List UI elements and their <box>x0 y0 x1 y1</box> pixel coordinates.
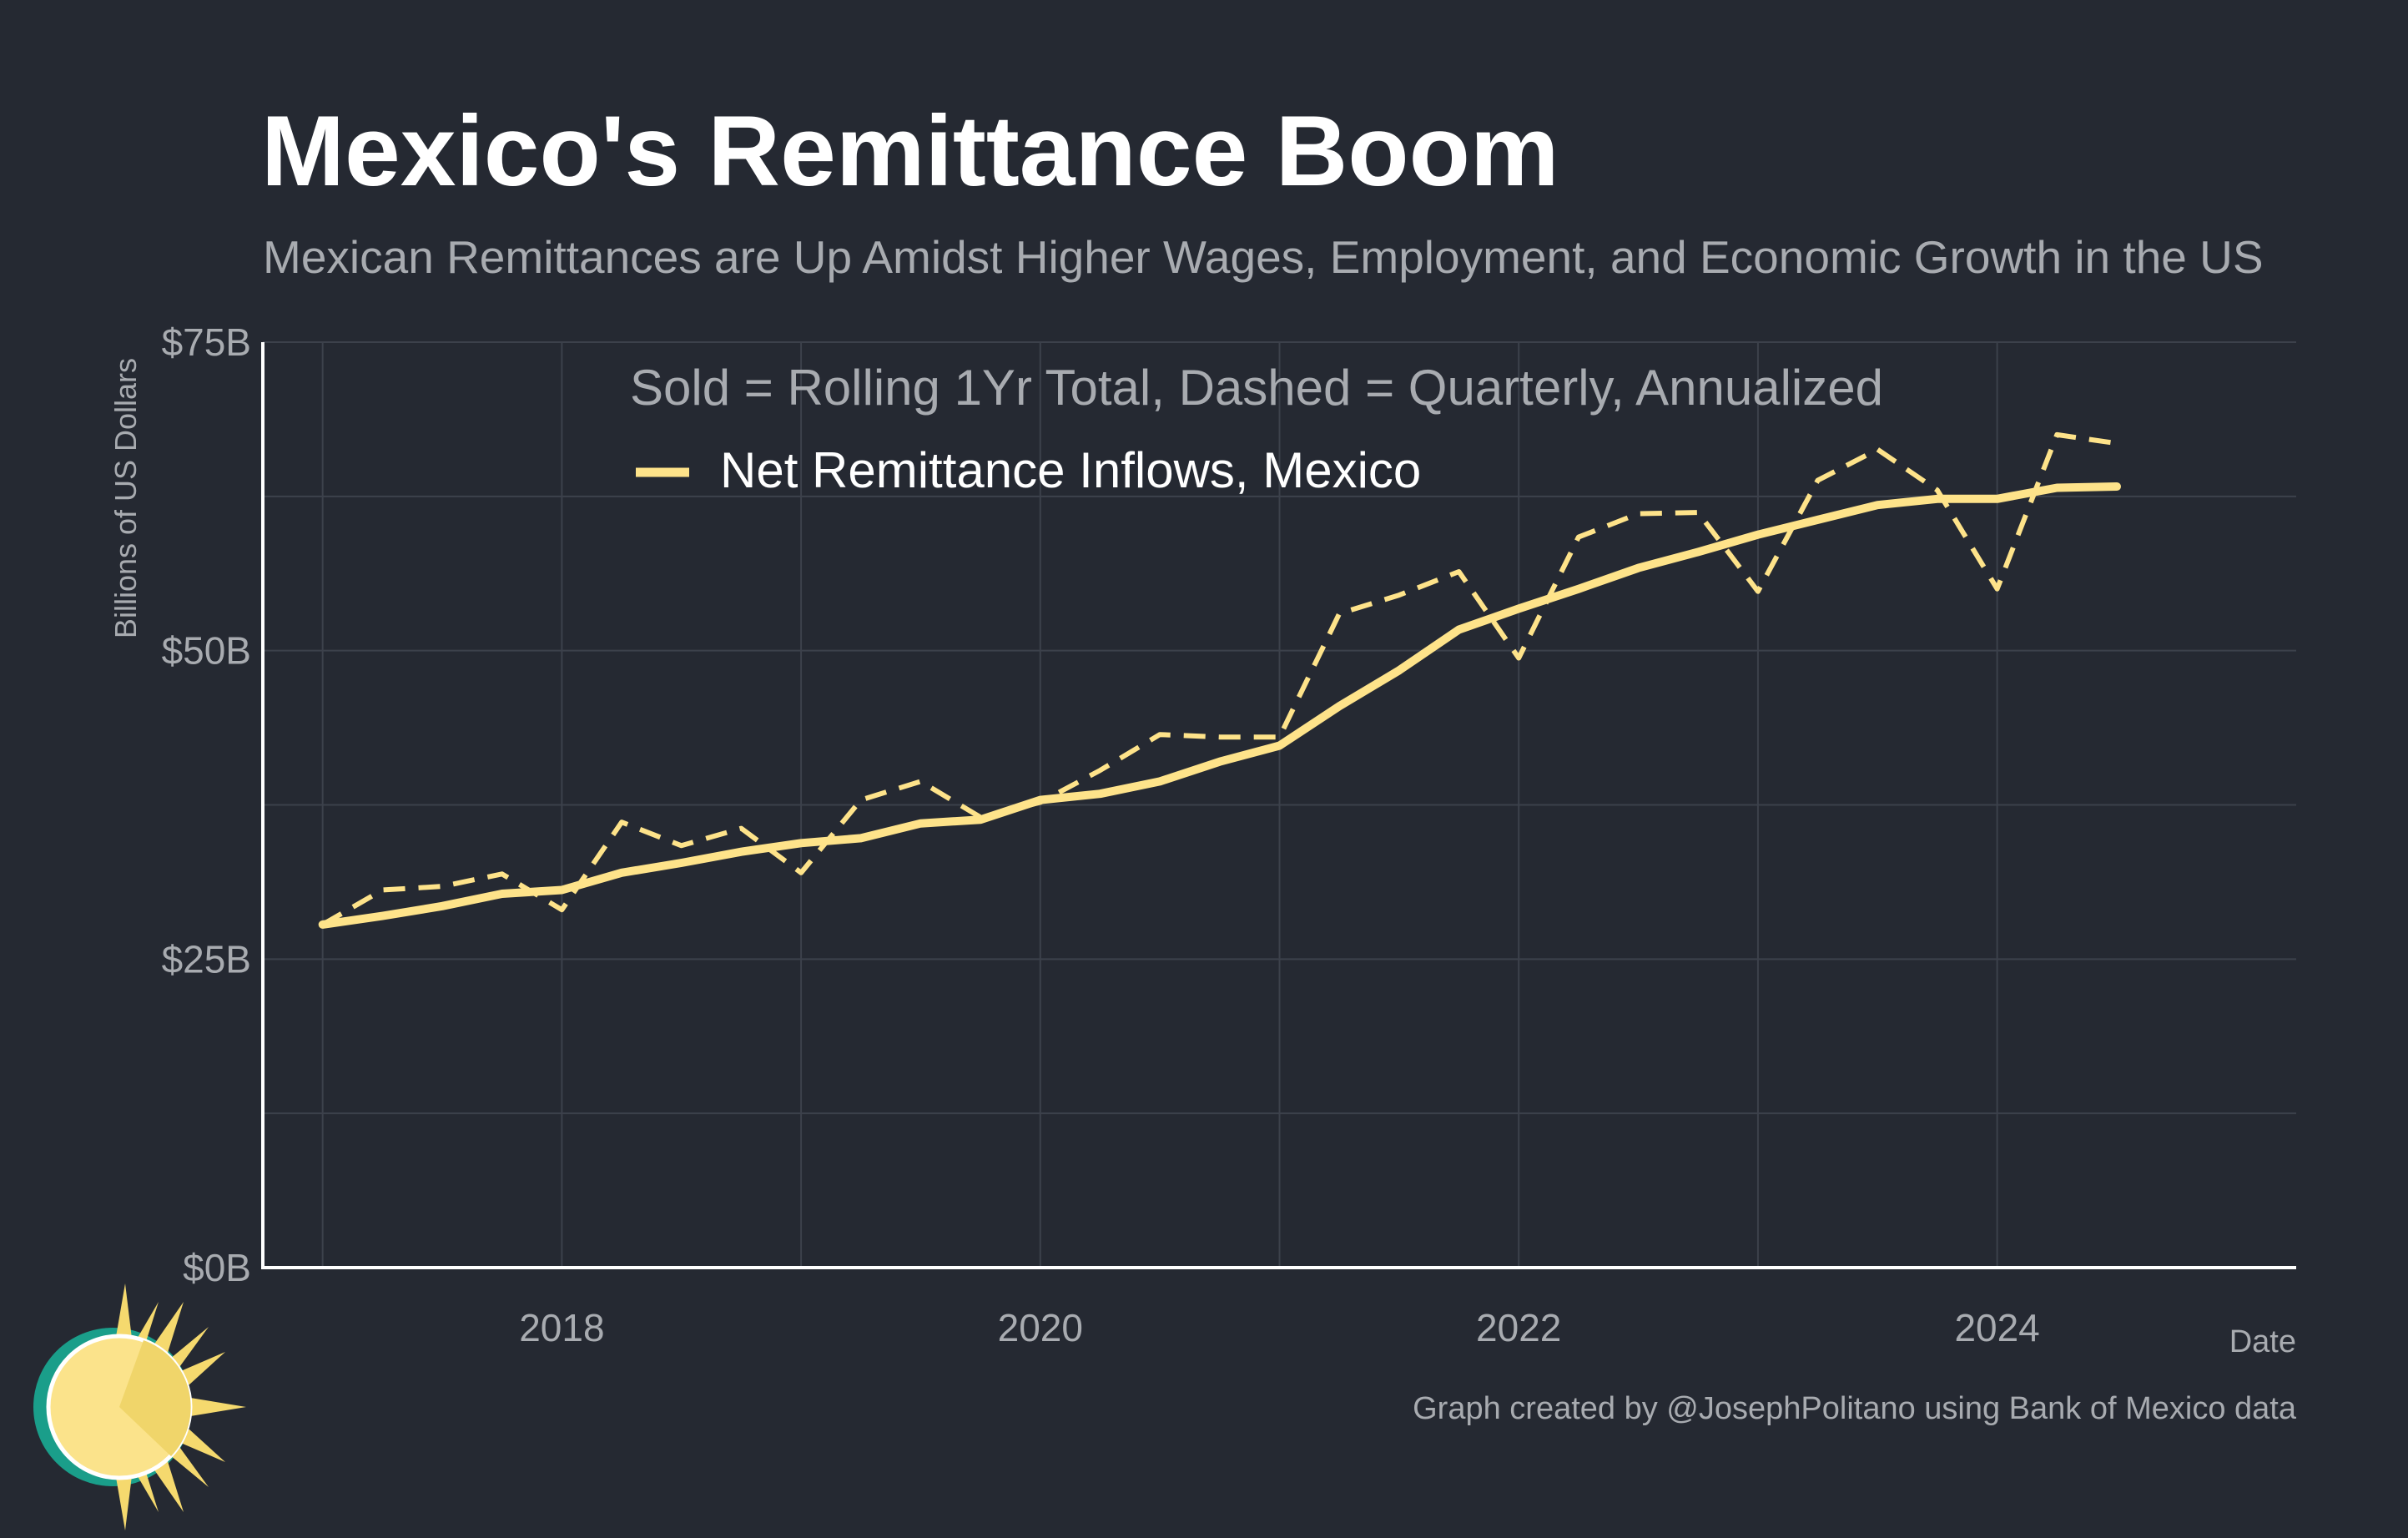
sun-logo-icon <box>33 1283 246 1530</box>
x-tick-label: 2024 <box>1954 1306 2039 1349</box>
chart-title: Mexico's Remittance Boom <box>261 95 1559 207</box>
gridlines <box>263 341 2296 1268</box>
chart-subtitle: Mexican Remittances are Up Amidst Higher… <box>263 231 2264 283</box>
x-axis-label: Date <box>2229 1324 2296 1359</box>
credit: Graph created by @JosephPolitano using B… <box>1413 1391 2297 1426</box>
chart-note: Sold = Rolling 1Yr Total, Dashed = Quart… <box>630 360 1883 416</box>
legend-label: Net Remittance Inflows, Mexico <box>720 442 1421 498</box>
series-lines <box>318 431 2121 929</box>
x-tick-label: 2020 <box>998 1306 1083 1349</box>
y-tick-label: $0B <box>183 1246 251 1289</box>
series-line-rolling-1yr <box>318 482 2121 929</box>
y-tick-label: $25B <box>162 937 251 981</box>
x-tick-label: 2022 <box>1476 1306 1561 1349</box>
y-tick-label: $50B <box>162 629 251 673</box>
y-axis-label: Billions of US Dollars <box>108 358 143 638</box>
series-line-quarterly-annualized <box>321 431 2118 927</box>
x-axis-ticks: 2018 2020 2022 2024 <box>519 1306 2040 1349</box>
legend: Net Remittance Inflows, Mexico <box>636 442 1421 498</box>
y-tick-label: $75B <box>162 320 251 364</box>
x-tick-label: 2018 <box>519 1306 604 1349</box>
y-axis-ticks: $0B $25B $50B $75B <box>162 320 251 1289</box>
